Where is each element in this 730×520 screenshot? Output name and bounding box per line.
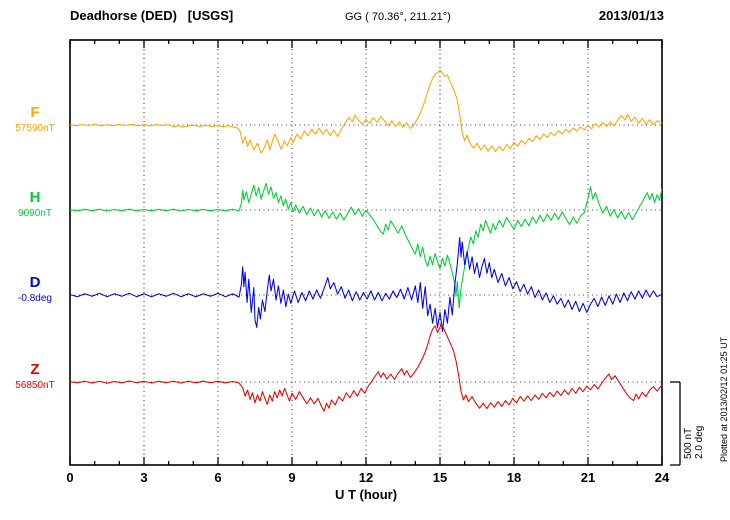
channel-Z-group: Z 56850nT <box>4 360 66 392</box>
channel-Z-baseline-value: 56850nT <box>15 380 55 391</box>
svg-text:0: 0 <box>66 470 73 485</box>
channel-D-baseline-value: -0.8deg <box>18 293 52 304</box>
plot-date: 2013/01/13 <box>598 8 664 23</box>
scale-bar-labels: 500 nT 2.0 deg <box>683 426 705 459</box>
svg-text:21: 21 <box>581 470 595 485</box>
channel-D-group: D -0.8deg <box>4 273 66 305</box>
channel-F-letter: F <box>30 104 40 121</box>
svg-text:9: 9 <box>288 470 295 485</box>
channel-F-group: F 57590nT <box>4 103 66 135</box>
svg-text:3: 3 <box>140 470 147 485</box>
station-title: Deadhorse (DED) [USGS] <box>70 8 234 23</box>
channel-F-baseline-value: 57590nT <box>15 123 55 134</box>
scale-2deg-label: 2.0 deg <box>694 425 705 459</box>
svg-text:6: 6 <box>214 470 221 485</box>
svg-text:18: 18 <box>507 470 521 485</box>
scale-500nt-label: 500 nT <box>683 427 694 459</box>
channel-D-letter: D <box>29 274 41 291</box>
svg-text:12: 12 <box>359 470 373 485</box>
channel-H-letter: H <box>29 189 41 206</box>
channel-H-baseline-value: 9090nT <box>18 208 52 219</box>
x-axis-title: U T (hour) <box>334 487 398 502</box>
svg-text:15: 15 <box>433 470 447 485</box>
channel-Z-letter: Z <box>30 361 40 378</box>
plotted-at-note: Plotted at 2013/02/12 01:25 UT <box>719 336 729 462</box>
geographic-coords: GG ( 70.36°, 211.21°) <box>345 11 451 23</box>
svg-text:24: 24 <box>655 470 670 485</box>
channel-H-group: H 9090nT <box>4 188 66 220</box>
